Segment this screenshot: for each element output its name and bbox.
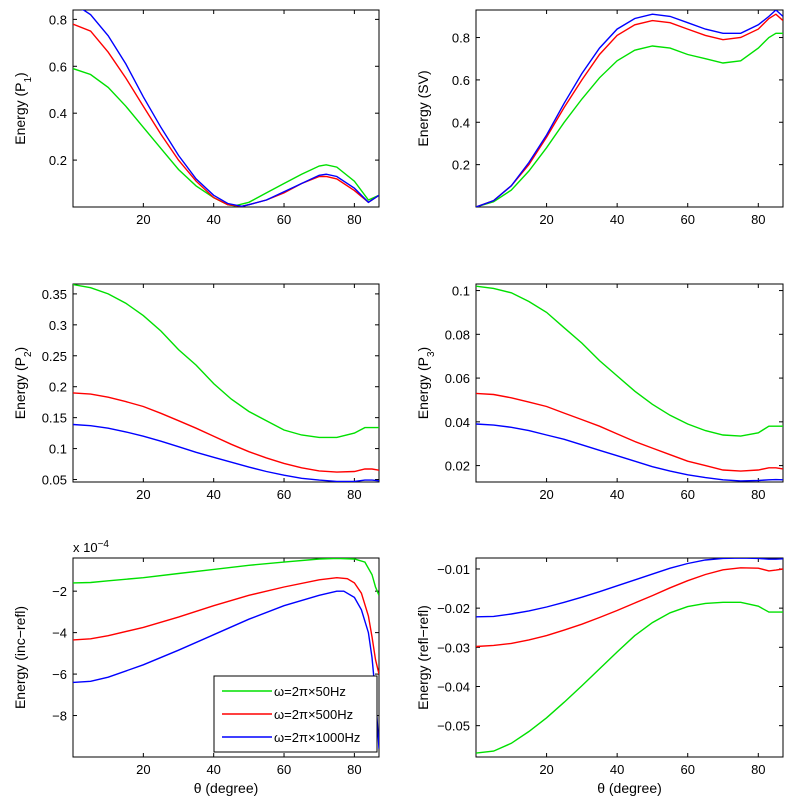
legend-label-2: ω=2π×500Hz — [274, 707, 353, 722]
series-line-2 — [476, 13, 783, 207]
x-tick-label: 80 — [347, 762, 361, 777]
y-tick-label: 0.4 — [49, 106, 67, 121]
series-line-2 — [476, 392, 783, 472]
series-group — [476, 10, 783, 207]
x-tick-label: 60 — [277, 762, 291, 777]
y-axis-label: Energy (P2) — [12, 347, 34, 419]
series-line-3 — [73, 423, 379, 482]
x-tick-label: 40 — [206, 212, 220, 227]
y-tick-label: −0.02 — [437, 601, 470, 616]
x-tick-label: 40 — [610, 762, 624, 777]
y-tick-label: 0.08 — [445, 327, 470, 342]
series-line-1 — [476, 285, 783, 437]
series-line-3 — [476, 558, 783, 618]
legend-label-3: ω=2π×1000Hz — [274, 730, 360, 745]
series-group — [73, 284, 379, 482]
series-line-1 — [476, 32, 783, 207]
series-group — [476, 285, 783, 482]
y-tick-label: −0.01 — [437, 562, 470, 577]
x-axis-label: θ (degree) — [194, 780, 259, 796]
y-tick-label: −0.05 — [437, 719, 470, 734]
y-tick-label: 0.02 — [445, 459, 470, 474]
x-tick-label: 60 — [680, 762, 694, 777]
x-tick-label: 80 — [347, 487, 361, 502]
axes-frame — [475, 557, 784, 758]
y-tick-label: 0.6 — [49, 59, 67, 74]
x-tick-label: 20 — [539, 212, 553, 227]
y-tick-label: 0.8 — [452, 31, 470, 46]
y-tick-label: 0.04 — [445, 415, 470, 430]
y-tick-label: 0.06 — [445, 371, 470, 386]
x-tick-label: 60 — [680, 487, 694, 502]
series-line-3 — [476, 423, 783, 482]
y-tick-label: 0.2 — [49, 380, 67, 395]
series-line-3 — [80, 10, 379, 207]
y-tick-label: −0.04 — [437, 679, 470, 694]
y-axis-label: Energy (P1) — [12, 72, 34, 144]
x-tick-label: 40 — [610, 487, 624, 502]
axes-frame — [475, 283, 784, 483]
x-tick-label: 20 — [136, 212, 150, 227]
series-group — [476, 558, 783, 754]
y-tick-label: −2 — [52, 584, 67, 599]
y-tick-label: 0.1 — [49, 442, 67, 457]
y-axis-label: Energy (P3) — [415, 347, 437, 419]
legend: ω=2π×50Hz ω=2π×500Hz ω=2π×1000Hz — [213, 675, 378, 753]
series-line-1 — [476, 601, 783, 754]
y-tick-label: 0.2 — [452, 158, 470, 173]
y-tick-label: −0.03 — [437, 640, 470, 655]
y-tick-label: 0.25 — [42, 349, 67, 364]
x-tick-label: 40 — [206, 487, 220, 502]
axes-frame — [475, 9, 784, 208]
x-tick-label: 80 — [347, 212, 361, 227]
series-group — [73, 558, 379, 749]
panel-5: 20 40 60 80 −8 −6 −4 −2 Energy (inc−refl) θ (degr… — [12, 539, 380, 796]
x-tick-label: 80 — [751, 762, 765, 777]
axes-frame — [72, 283, 380, 483]
y-tick-label: −8 — [52, 709, 67, 724]
y-tick-label: 0.1 — [452, 284, 470, 299]
x-tick-label: 20 — [539, 487, 553, 502]
x-tick-label: 40 — [610, 212, 624, 227]
series-line-3 — [476, 10, 783, 207]
y-tick-label: 0.2 — [49, 153, 67, 168]
series-group — [73, 10, 379, 207]
panel-4: 20 40 60 80 0.02 0.04 0.06 0.08 0.1 Energy (P3) — [415, 283, 784, 502]
x-tick-label: 60 — [680, 212, 694, 227]
y-axis-label: Energy (SV) — [415, 70, 431, 146]
x-tick-label: 20 — [136, 487, 150, 502]
y-tick-label: −4 — [52, 626, 67, 641]
x-tick-label: 20 — [136, 762, 150, 777]
y-tick-label: 0.3 — [49, 318, 67, 333]
panel-3: 20 40 60 80 0.05 0.1 0.15 0.2 0.25 0.3 0.35 Energy … — [12, 283, 380, 502]
x-tick-label: 20 — [539, 762, 553, 777]
y-tick-label: 0.6 — [452, 73, 470, 88]
y-tick-label: −6 — [52, 667, 67, 682]
x-tick-label: 40 — [206, 762, 220, 777]
x-tick-label: 80 — [751, 487, 765, 502]
x-axis-label: θ (degree) — [597, 780, 662, 796]
y-axis-label: Energy (inc−refl) — [12, 606, 28, 709]
y-tick-label: 0.35 — [42, 287, 67, 302]
y-axis-label: Energy (refl−refl) — [415, 605, 431, 710]
series-line-2 — [73, 392, 379, 473]
x-tick-label: 60 — [277, 212, 291, 227]
panel-2: 20 40 60 80 0.2 0.4 0.6 0.8 Energy (SV) — [415, 9, 784, 227]
series-line-2 — [73, 576, 379, 675]
y-tick-label: 0.05 — [42, 473, 67, 488]
y-tick-label: 0.4 — [452, 115, 470, 130]
series-line-1 — [73, 284, 379, 439]
x-tick-label: 60 — [277, 487, 291, 502]
series-line-1 — [73, 558, 379, 596]
y-tick-label: 0.15 — [42, 411, 67, 426]
panel-1: 20 40 60 80 0.2 0.4 0.6 0.8 Energy (P1) — [12, 9, 380, 227]
series-line-2 — [476, 567, 783, 648]
legend-label-1: ω=2π×50Hz — [274, 684, 346, 699]
x-tick-label: 80 — [751, 212, 765, 227]
series-line-3 — [73, 590, 379, 749]
y-exponent-label: x 10−4 — [73, 539, 109, 556]
panel-6: 20 40 60 80 −0.05 −0.04 −0.03 −0.02 −0.01 Energy … — [415, 557, 784, 796]
y-tick-label: 0.8 — [49, 12, 67, 27]
